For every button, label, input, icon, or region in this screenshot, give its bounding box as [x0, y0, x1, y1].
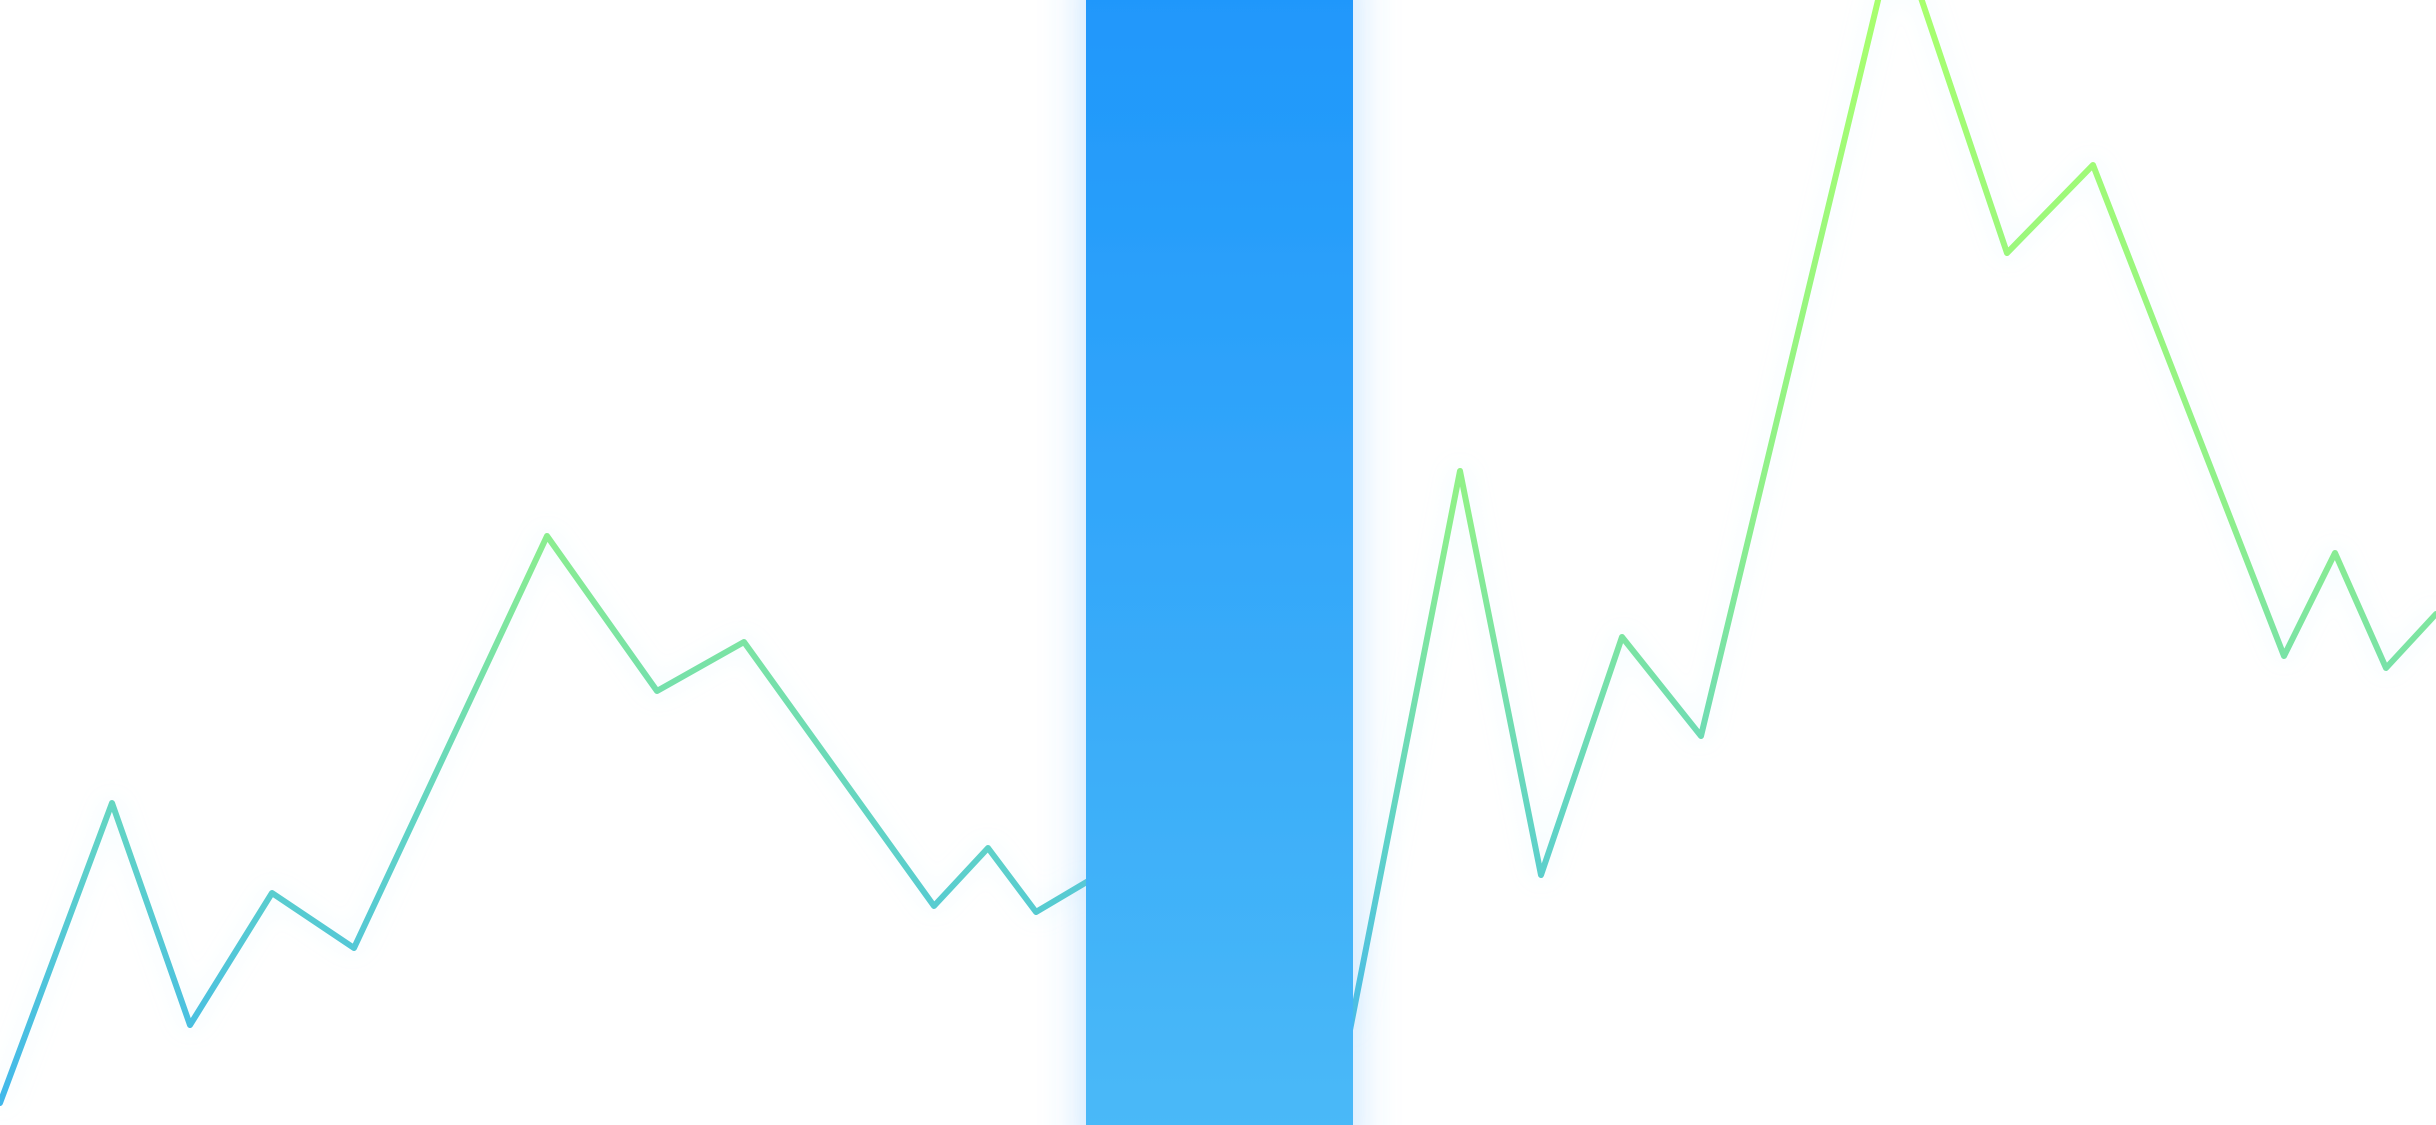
highlight-bar: [1086, 0, 1353, 1125]
trend-line-right: [1347, 0, 2436, 1033]
trend-line-left: [0, 533, 1093, 1106]
